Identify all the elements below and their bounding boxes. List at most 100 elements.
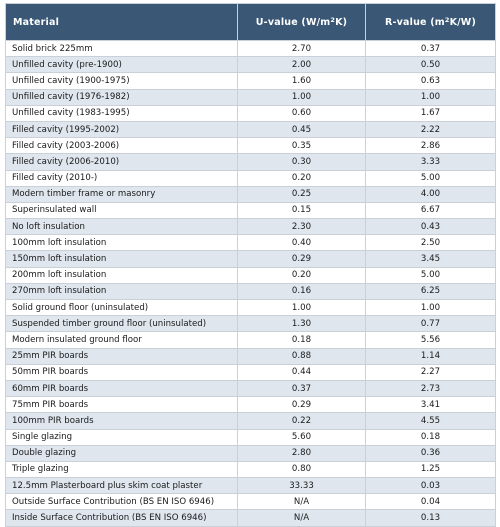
table-row: Unfilled cavity (1976-1982) 1.00 1.00 — [5, 88, 496, 106]
cell-u-value: 0.29 — [237, 250, 366, 268]
table-row: Solid brick 225mm 2.70 0.37 — [5, 39, 496, 58]
cell-r-value: 1.67 — [365, 104, 496, 122]
table-header: Material U-value (W/m2K) R-value (m2K/W) — [5, 3, 496, 41]
cell-u-value: 2.80 — [237, 444, 366, 462]
cell-material: 50mm PIR boards — [5, 363, 238, 381]
cell-material: 200mm loft insulation — [5, 266, 238, 284]
table-row: 150mm loft insulation 0.29 3.45 — [5, 250, 496, 268]
cell-u-value: 0.37 — [237, 379, 366, 398]
cell-r-value: 0.36 — [365, 444, 496, 462]
table-row: No loft insulation 2.30 0.43 — [5, 218, 496, 236]
cell-material: Single glazing — [5, 428, 238, 446]
cell-u-value: N/A — [237, 493, 366, 511]
header-r-value-suffix: K/W) — [449, 16, 477, 28]
table-row: Modern insulated ground floor 0.18 5.56 — [5, 331, 496, 349]
header-material-label: Material — [13, 16, 60, 28]
header-r-value-sup: 2 — [444, 15, 450, 24]
cell-r-value: 2.73 — [365, 379, 496, 398]
cell-r-value: 1.00 — [365, 88, 496, 106]
cell-r-value: 0.37 — [365, 39, 496, 58]
table-row: Unfilled cavity (1983-1995) 0.60 1.67 — [5, 104, 496, 122]
cell-u-value: 0.88 — [237, 347, 366, 365]
cell-r-value: 5.56 — [365, 331, 496, 349]
table-row: Inside Surface Contribution (BS EN ISO 6… — [5, 509, 496, 527]
cell-material: Superinsulated wall — [5, 201, 238, 220]
cell-u-value: 1.00 — [237, 298, 366, 317]
cell-u-value: 0.16 — [237, 282, 366, 301]
table-row: Unfilled cavity (1900-1975) 1.60 0.63 — [5, 72, 496, 90]
cell-r-value: 5.00 — [365, 266, 496, 284]
table-row: Suspended timber ground floor (uninsulat… — [5, 315, 496, 333]
table-row: Filled cavity (2003-2006) 0.35 2.86 — [5, 137, 496, 155]
u-value-table-container: Material U-value (W/m2K) R-value (m2K/W)… — [5, 3, 496, 527]
cell-material: Unfilled cavity (1983-1995) — [5, 104, 238, 122]
table-row: Solid ground floor (uninsulated) 1.00 1.00 — [5, 298, 496, 317]
cell-material: Filled cavity (2010-) — [5, 169, 238, 187]
cell-r-value: 0.18 — [365, 428, 496, 446]
cell-r-value: 0.63 — [365, 72, 496, 90]
cell-material: Unfilled cavity (1976-1982) — [5, 88, 238, 106]
header-material: Material — [5, 3, 238, 41]
cell-u-value: 0.35 — [237, 137, 366, 155]
header-row: Material U-value (W/m2K) R-value (m2K/W) — [5, 3, 496, 41]
cell-material: Triple glazing — [5, 460, 238, 479]
cell-material: Unfilled cavity (pre-1900) — [5, 56, 238, 74]
header-u-value-suffix: K) — [335, 16, 348, 28]
cell-u-value: 0.45 — [237, 120, 366, 139]
cell-u-value: 2.30 — [237, 218, 366, 236]
cell-u-value: 0.22 — [237, 412, 366, 430]
cell-material: Filled cavity (1995-2002) — [5, 120, 238, 139]
cell-r-value: 6.25 — [365, 282, 496, 301]
cell-u-value: 0.30 — [237, 153, 366, 171]
cell-r-value: 2.27 — [365, 363, 496, 381]
cell-r-value: 3.33 — [365, 153, 496, 171]
cell-u-value: 0.18 — [237, 331, 366, 349]
cell-material: Filled cavity (2003-2006) — [5, 137, 238, 155]
cell-material: 100mm PIR boards — [5, 412, 238, 430]
cell-r-value: 3.45 — [365, 250, 496, 268]
cell-material: Solid ground floor (uninsulated) — [5, 298, 238, 317]
cell-r-value: 0.04 — [365, 493, 496, 511]
table-row: Single glazing 5.60 0.18 — [5, 428, 496, 446]
header-r-value: R-value (m2K/W) — [365, 3, 496, 41]
cell-material: 60mm PIR boards — [5, 379, 238, 398]
cell-material: Solid brick 225mm — [5, 39, 238, 58]
cell-material: Inside Surface Contribution (BS EN ISO 6… — [5, 509, 238, 527]
table-row: 100mm loft insulation 0.40 2.50 — [5, 234, 496, 252]
cell-u-value: 0.15 — [237, 201, 366, 220]
table-row: Triple glazing 0.80 1.25 — [5, 460, 496, 479]
cell-u-value: 0.20 — [237, 169, 366, 187]
cell-material: 100mm loft insulation — [5, 234, 238, 252]
cell-material: Unfilled cavity (1900-1975) — [5, 72, 238, 90]
cell-r-value: 4.55 — [365, 412, 496, 430]
cell-material: 270mm loft insulation — [5, 282, 238, 301]
cell-u-value: 0.40 — [237, 234, 366, 252]
cell-r-value: 1.14 — [365, 347, 496, 365]
table-row: 200mm loft insulation 0.20 5.00 — [5, 266, 496, 284]
cell-u-value: N/A — [237, 509, 366, 527]
cell-r-value: 0.77 — [365, 315, 496, 333]
cell-material: Double glazing — [5, 444, 238, 462]
table-row: 100mm PIR boards 0.22 4.55 — [5, 412, 496, 430]
table-row: Outside Surface Contribution (BS EN ISO … — [5, 493, 496, 511]
cell-r-value: 0.43 — [365, 218, 496, 236]
cell-u-value: 0.25 — [237, 185, 366, 203]
table-row: 60mm PIR boards 0.37 2.73 — [5, 379, 496, 398]
table-row: Filled cavity (1995-2002) 0.45 2.22 — [5, 120, 496, 139]
table-row: Filled cavity (2006-2010) 0.30 3.33 — [5, 153, 496, 171]
cell-material: 150mm loft insulation — [5, 250, 238, 268]
cell-material: Modern timber frame or masonry — [5, 185, 238, 203]
table-row: Unfilled cavity (pre-1900) 2.00 0.50 — [5, 56, 496, 74]
table-row: Modern timber frame or masonry 0.25 4.00 — [5, 185, 496, 203]
cell-u-value: 2.70 — [237, 39, 366, 58]
u-value-table: Material U-value (W/m2K) R-value (m2K/W)… — [5, 3, 496, 527]
cell-u-value: 0.80 — [237, 460, 366, 479]
cell-material: 75mm PIR boards — [5, 396, 238, 414]
cell-material: No loft insulation — [5, 218, 238, 236]
cell-u-value: 1.60 — [237, 72, 366, 90]
cell-r-value: 3.41 — [365, 396, 496, 414]
cell-r-value: 5.00 — [365, 169, 496, 187]
cell-u-value: 0.29 — [237, 396, 366, 414]
table-row: 270mm loft insulation 0.16 6.25 — [5, 282, 496, 301]
cell-r-value: 1.00 — [365, 298, 496, 317]
